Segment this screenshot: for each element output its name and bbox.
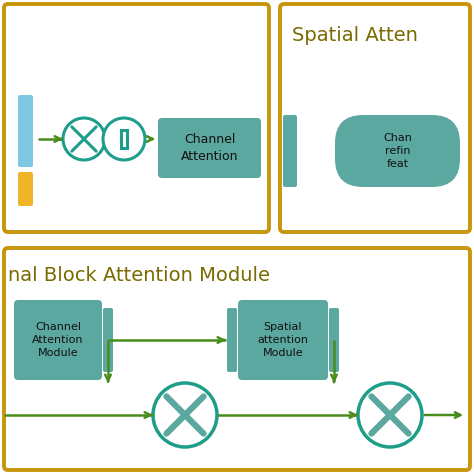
FancyBboxPatch shape [238,300,328,380]
Circle shape [103,118,145,160]
FancyBboxPatch shape [4,4,269,232]
FancyBboxPatch shape [158,118,261,178]
Text: Spatial Atten: Spatial Atten [292,26,418,45]
FancyBboxPatch shape [227,308,237,372]
FancyBboxPatch shape [14,300,102,380]
Circle shape [153,383,217,447]
Circle shape [358,383,422,447]
Text: nal Block Attention Module: nal Block Attention Module [8,266,270,285]
Circle shape [63,118,105,160]
FancyBboxPatch shape [335,115,460,187]
FancyBboxPatch shape [280,4,470,232]
FancyBboxPatch shape [4,248,470,470]
FancyBboxPatch shape [283,115,297,187]
Text: Channel
Attention: Channel Attention [181,133,238,163]
Text: Spatial
attention
Module: Spatial attention Module [257,322,309,358]
Bar [121,130,127,148]
Text: Chan
refin
feat: Chan refin feat [383,133,412,169]
FancyBboxPatch shape [103,308,113,372]
FancyBboxPatch shape [18,95,33,167]
Text: Channel
Attention
Module: Channel Attention Module [32,322,84,358]
FancyBboxPatch shape [18,172,33,206]
FancyBboxPatch shape [329,308,339,372]
